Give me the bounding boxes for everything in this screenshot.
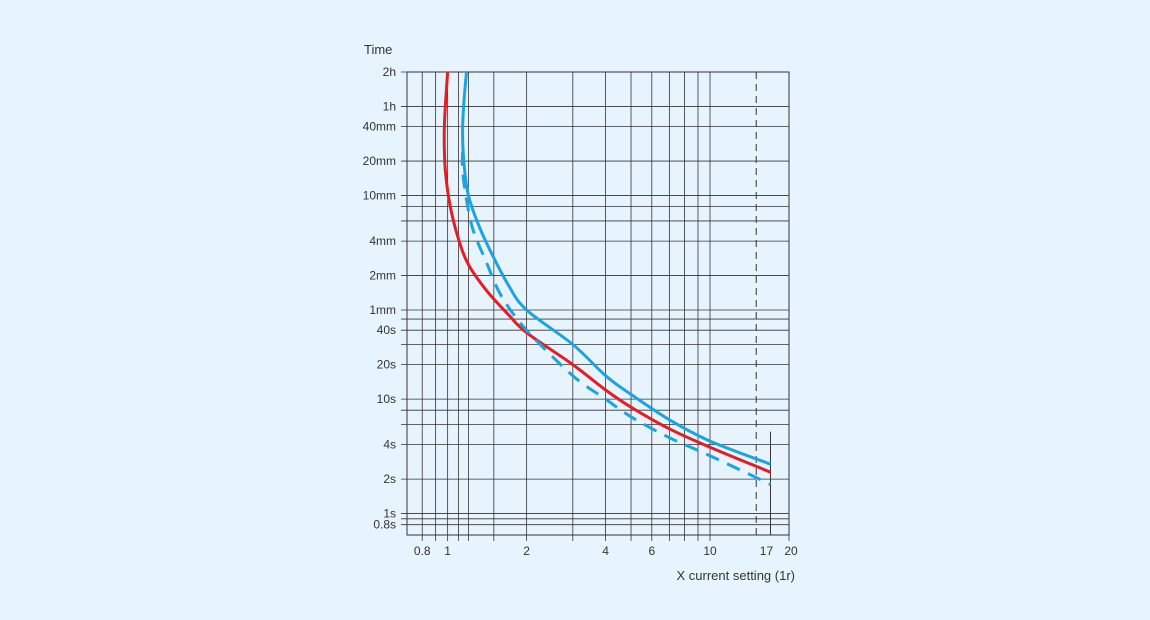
y-tick-label: 0.8s xyxy=(373,518,396,532)
y-tick-label: 2s xyxy=(383,472,396,486)
x-tick-label: 1 xyxy=(444,544,451,558)
y-axis-title: Time xyxy=(364,42,392,57)
y-tick-label: 20mm xyxy=(363,154,396,168)
y-tick-label: 4mm xyxy=(369,234,396,248)
x-tick-label: 0.8 xyxy=(414,544,431,558)
blue-curve xyxy=(461,71,772,466)
x-tick-label: 4 xyxy=(602,544,609,558)
y-tick-label: 4s xyxy=(383,438,396,452)
x-tick-label: 2 xyxy=(523,544,530,558)
x-tick-label: 6 xyxy=(648,544,655,558)
red-curve xyxy=(442,71,772,474)
x-tick-label: 17 xyxy=(760,544,774,558)
x-tick-labels: 0.8 1 2 4 6 10 17 20 xyxy=(414,544,798,558)
y-tick-label: 40mm xyxy=(363,120,396,134)
series xyxy=(442,71,772,486)
y-tick-label: 1s xyxy=(383,507,396,521)
x-tick-label: 20 xyxy=(784,544,798,558)
y-tick-label: 10mm xyxy=(363,189,396,203)
y-tick-labels: 2h 1h 40mm 20mm 10mm 4mm 2mm 1mm 40s 20s 10s 4s 2s 1s… xyxy=(363,65,396,532)
y-tick-label: 10s xyxy=(377,392,396,406)
y-tick-label: 1h xyxy=(383,99,396,113)
x-axis-title: X current setting (1r) xyxy=(677,568,796,583)
y-tick-label: 2mm xyxy=(369,269,396,283)
x-tick-label: 10 xyxy=(703,544,717,558)
y-tick-label: 1mm xyxy=(369,303,396,317)
y-tick-label: 40s xyxy=(377,323,396,337)
y-tick-label: 2h xyxy=(383,65,396,79)
blue-dashed-curve xyxy=(460,151,772,486)
y-tick-label: 20s xyxy=(377,358,396,372)
grid xyxy=(401,71,790,541)
